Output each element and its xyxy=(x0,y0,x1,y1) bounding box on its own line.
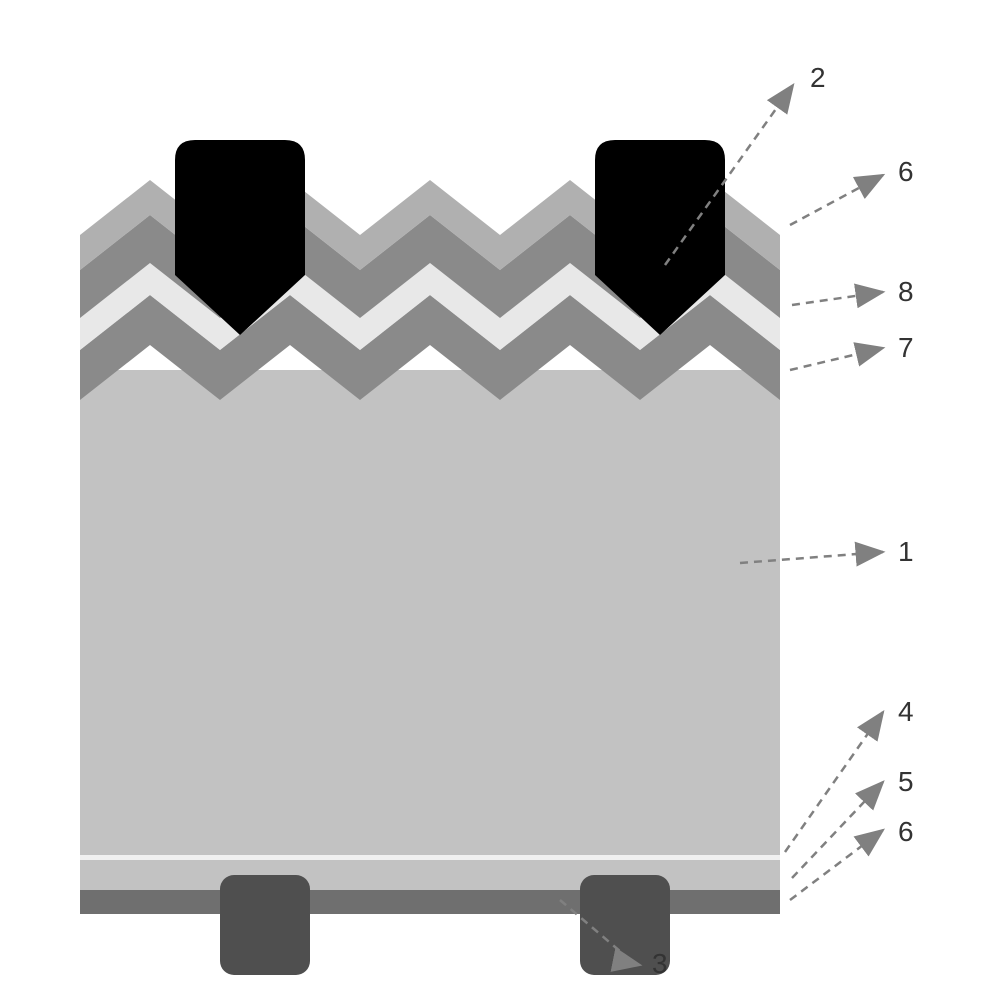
thin-layer-4 xyxy=(80,855,780,860)
label-5: 5 xyxy=(898,766,914,798)
cross-section-diagram xyxy=(80,100,780,880)
label-1: 1 xyxy=(898,536,914,568)
thin-layer-5 xyxy=(80,860,780,890)
label-2: 2 xyxy=(810,62,826,94)
label-6-top: 6 xyxy=(898,156,914,188)
label-6-bottom: 6 xyxy=(898,816,914,848)
label-8: 8 xyxy=(898,276,914,308)
substrate-layer xyxy=(80,370,780,855)
label-7: 7 xyxy=(898,332,914,364)
bottom-band-6 xyxy=(80,890,780,914)
label-3: 3 xyxy=(652,948,668,980)
bottom-electrode-left xyxy=(220,875,310,975)
label-4: 4 xyxy=(898,696,914,728)
diagram-svg xyxy=(80,100,980,1000)
